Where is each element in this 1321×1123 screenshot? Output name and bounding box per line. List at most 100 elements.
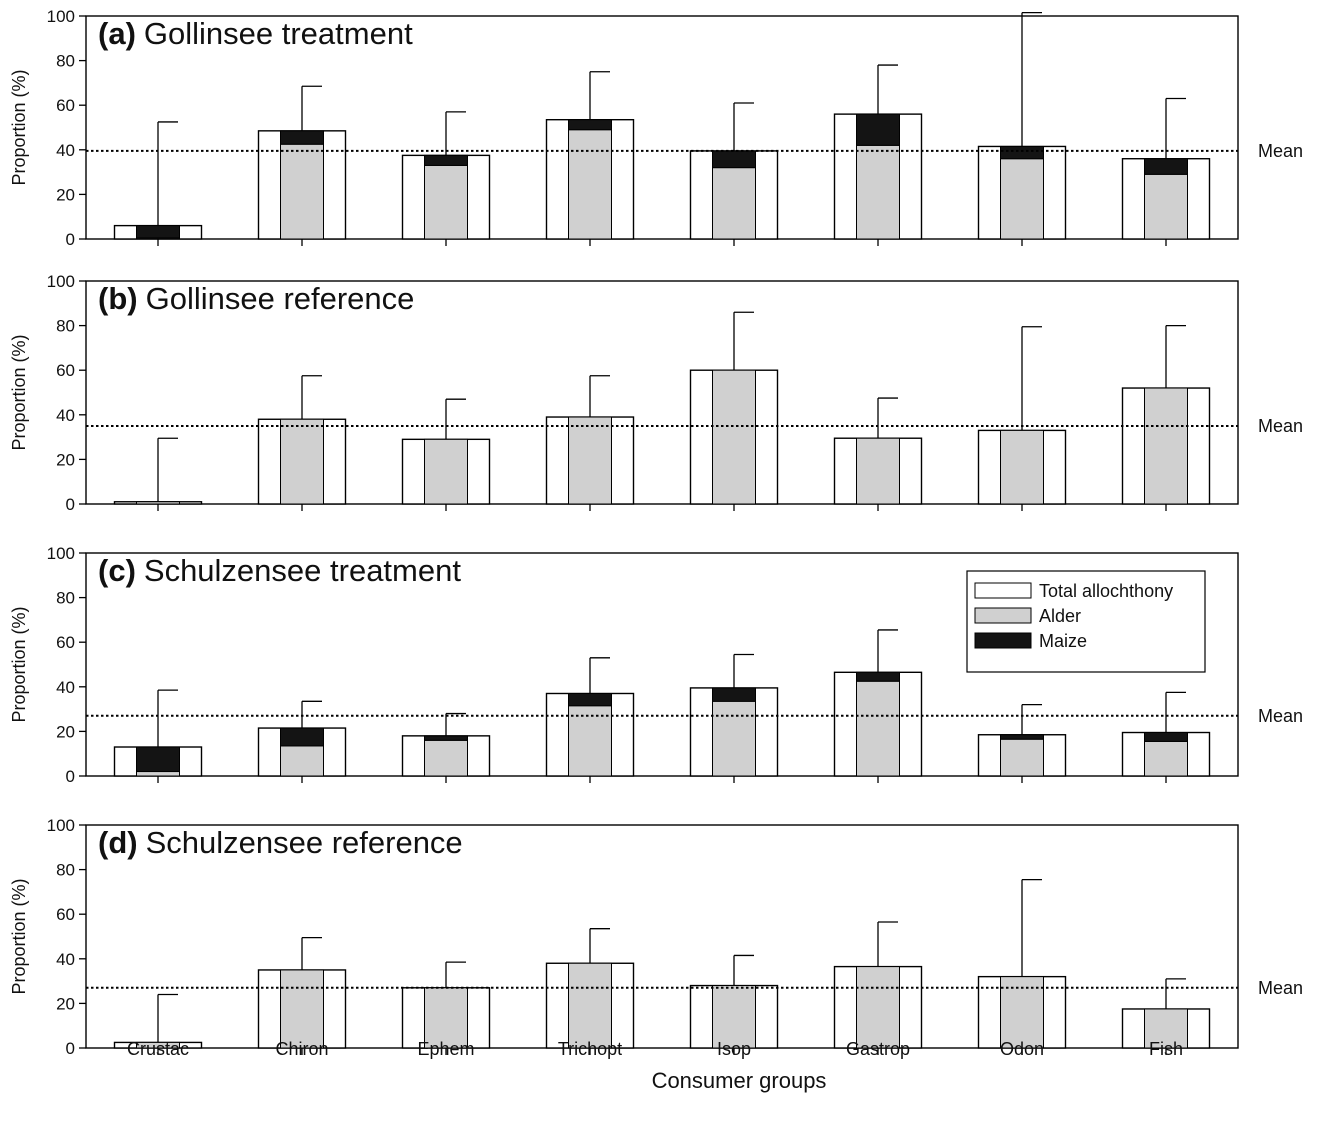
bar-alder-trichopt	[568, 705, 612, 777]
bar-alder-chiron	[280, 745, 324, 777]
bar-maize-trichopt	[568, 119, 612, 131]
panel-name: Schulzensee reference	[146, 825, 463, 860]
bar-maize-chiron	[280, 130, 324, 145]
y-axis-title: Proportion (%)	[9, 69, 29, 185]
panel-title: (c) Schulzensee treatment	[98, 553, 461, 588]
y-tick-label: 0	[66, 230, 75, 249]
x-axis-title: Consumer groups	[652, 1068, 827, 1093]
y-tick-label: 80	[56, 52, 75, 71]
bar-alder-gastrop	[856, 966, 900, 1049]
bar-alder-trichopt	[568, 129, 612, 240]
y-tick-label: 100	[47, 544, 75, 563]
mean-label: Mean	[1258, 416, 1303, 436]
legend: Total allochthony Alder Maize	[966, 570, 1206, 673]
y-tick-label: 40	[56, 406, 75, 425]
bar-alder-gastrop	[856, 437, 900, 505]
legend-swatch	[974, 632, 1032, 649]
bar-alder-ephem	[424, 164, 468, 240]
y-tick-label: 0	[66, 1039, 75, 1058]
panel-letter: (a)	[98, 16, 136, 51]
bar-maize-chiron	[280, 727, 324, 747]
bar-alder-odon	[1000, 429, 1044, 505]
mean-label: Mean	[1258, 141, 1303, 161]
bar-alder-chiron	[280, 969, 324, 1049]
legend-label: Alder	[1039, 606, 1081, 626]
legend-label: Maize	[1039, 631, 1087, 651]
bar-maize-trichopt	[568, 692, 612, 707]
legend-swatch	[974, 582, 1032, 599]
bar-maize-crustac	[136, 225, 180, 239]
panel-title: (a) Gollinsee treatment	[98, 16, 413, 51]
bar-alder-gastrop	[856, 144, 900, 240]
bar-maize-fish	[1144, 158, 1188, 175]
x-tick-label: Gastrop	[846, 1039, 910, 1059]
y-tick-label: 20	[56, 994, 75, 1013]
y-tick-label: 60	[56, 361, 75, 380]
y-axis-title: Proportion (%)	[9, 606, 29, 722]
bar-maize-odon	[1000, 145, 1044, 160]
x-tick-label: Chiron	[275, 1039, 328, 1059]
y-axis-title: Proportion (%)	[9, 334, 29, 450]
y-tick-label: 20	[56, 722, 75, 741]
x-tick-label: Trichopt	[558, 1039, 622, 1059]
bar-maize-isop	[712, 150, 756, 169]
bar-alder-fish	[1144, 173, 1188, 240]
y-tick-label: 80	[56, 861, 75, 880]
chart-panels: 0 20 40 60 80 100 Proportion (%) (a) Gollinsee t…	[9, 7, 1303, 1058]
bar-alder-isop	[712, 985, 756, 1049]
y-tick-label: 20	[56, 185, 75, 204]
y-tick-label: 0	[66, 767, 75, 786]
x-tick-label: Fish	[1149, 1039, 1183, 1059]
bar-maize-crustac	[136, 746, 180, 773]
x-tick-label: Odon	[1000, 1039, 1044, 1059]
bar-maize-odon	[1000, 734, 1044, 740]
bar-alder-chiron	[280, 143, 324, 240]
y-tick-label: 80	[56, 317, 75, 336]
panel-title: (d) Schulzensee reference	[98, 825, 463, 860]
panel-letter: (d)	[98, 825, 138, 860]
bar-alder-crustac	[136, 771, 180, 777]
plot-frame	[85, 280, 1239, 505]
bar-alder-isop	[712, 369, 756, 505]
bar-alder-fish	[1144, 1008, 1188, 1049]
plot-frame	[85, 824, 1239, 1049]
y-tick-label: 40	[56, 141, 75, 160]
y-tick-label: 0	[66, 495, 75, 514]
panel-name: Gollinsee treatment	[144, 16, 413, 51]
bar-alder-ephem	[424, 438, 468, 505]
panel-d: 0 20 40 60 80 100 Proportion (%) (d) Schulzensee…	[9, 816, 1303, 1058]
bar-maize-fish	[1144, 732, 1188, 742]
y-tick-label: 20	[56, 450, 75, 469]
panel-b: 0 20 40 60 80 100 Proportion (%) (b) Gollinsee r…	[9, 272, 1303, 514]
bar-alder-isop	[712, 167, 756, 240]
x-tick-label: Crustac	[127, 1039, 189, 1059]
y-tick-label: 60	[56, 633, 75, 652]
panel-name: Gollinsee reference	[146, 281, 415, 316]
mean-label: Mean	[1258, 706, 1303, 726]
bar-alder-ephem	[424, 987, 468, 1049]
panel-title: (b) Gollinsee reference	[98, 281, 414, 316]
legend-swatch	[974, 607, 1032, 624]
panel-letter: (b)	[98, 281, 138, 316]
bar-alder-gastrop	[856, 680, 900, 777]
y-tick-label: 100	[47, 272, 75, 291]
bar-alder-fish	[1144, 740, 1188, 777]
bar-maize-ephem	[424, 735, 468, 741]
y-tick-label: 100	[47, 7, 75, 26]
x-tick-label: Isop	[717, 1039, 751, 1059]
plot-frame	[85, 15, 1239, 240]
y-tick-label: 60	[56, 905, 75, 924]
y-axis-title: Proportion (%)	[9, 878, 29, 994]
bar-alder-fish	[1144, 387, 1188, 505]
bar-alder-crustac	[136, 501, 180, 505]
bar-maize-isop	[712, 687, 756, 702]
panel-a: 0 20 40 60 80 100 Proportion (%) (a) Gollinsee t…	[9, 7, 1303, 249]
bar-alder-odon	[1000, 158, 1044, 240]
bar-maize-gastrop	[856, 113, 900, 146]
bar-alder-isop	[712, 700, 756, 777]
bar-alder-odon	[1000, 738, 1044, 777]
y-tick-label: 40	[56, 678, 75, 697]
bar-alder-trichopt	[568, 962, 612, 1049]
panel-c: 0 20 40 60 80 100 Proportion (%) (c) Schulzensee…	[9, 544, 1303, 786]
